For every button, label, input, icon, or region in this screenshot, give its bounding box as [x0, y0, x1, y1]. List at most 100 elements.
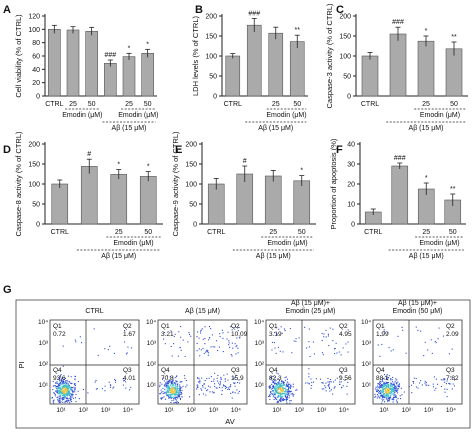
flow-dot [288, 384, 290, 386]
flow-dot [171, 392, 173, 394]
flow-dot [229, 385, 232, 387]
flow-dot [227, 388, 229, 391]
x-tick-label: CTRL [361, 101, 379, 108]
flow-dot [321, 381, 323, 384]
flow-dot [61, 390, 63, 392]
flow-dot [66, 380, 69, 382]
flow-dot [275, 352, 277, 354]
flow-dot [67, 386, 69, 388]
y-tick-label: 150 [28, 162, 40, 169]
flow-dot [285, 383, 288, 385]
flow-dot [174, 401, 176, 403]
flow-dot [56, 382, 58, 385]
flow-dot [55, 390, 57, 392]
flow-dot [383, 386, 385, 388]
flow-dot [377, 383, 379, 385]
flow-dot [274, 376, 276, 379]
flow-dot [332, 393, 334, 395]
flow-dot [379, 355, 381, 357]
flow-dot [60, 398, 62, 400]
flow-dot [77, 381, 79, 383]
flow-dot [70, 383, 72, 385]
flow-dot [278, 391, 280, 393]
flow-dot [170, 394, 172, 396]
flow-dot [381, 394, 383, 396]
flow-dot [71, 388, 73, 390]
flow-dot [219, 380, 221, 382]
group-label: Emodin (μM) [118, 112, 158, 119]
flow-dot [225, 385, 227, 388]
flow-dot [186, 384, 188, 386]
flow-dot [64, 392, 66, 394]
flow-dot [387, 399, 389, 402]
flow-dot [197, 381, 200, 383]
flow-dot [169, 397, 171, 399]
flow-dot [58, 378, 60, 380]
flow-dot [290, 393, 292, 395]
flow-dot [58, 398, 60, 400]
flow-dot [270, 377, 272, 379]
flow-dot [286, 400, 288, 402]
flow-dot [237, 392, 239, 394]
flow-dot [236, 389, 238, 391]
flow-dot [163, 338, 165, 340]
flow-dot [181, 392, 183, 394]
flow-dot [346, 385, 348, 387]
quadrant-label: Q4 [269, 367, 278, 374]
y-tick-label: 20 [32, 80, 40, 87]
flow-dot [60, 380, 62, 382]
flow-dot [385, 394, 388, 396]
flow-dot [395, 396, 397, 398]
flow-dot [214, 346, 216, 348]
flow-dot [277, 388, 279, 390]
flow-dot [287, 388, 290, 390]
flow-dot [278, 328, 280, 330]
flow-dot [270, 386, 272, 388]
flow-dot [174, 333, 176, 335]
flow-dot [275, 392, 277, 394]
flow-dot [204, 379, 206, 382]
flow-dot [384, 393, 386, 395]
flow-dot [65, 390, 67, 392]
flow-dot [180, 349, 182, 351]
flow-dot [64, 400, 66, 402]
flow-dot [57, 387, 59, 389]
flow-dot [435, 378, 437, 380]
flow-dot [79, 336, 81, 338]
flow-dot [181, 390, 183, 392]
flow-dot [289, 402, 291, 404]
flow-dot [334, 348, 336, 350]
flow-dot [329, 378, 332, 381]
flow-dot [231, 329, 233, 331]
flow-dot [178, 390, 180, 392]
flow-dot [164, 392, 166, 394]
significance-mark: ** [450, 186, 456, 193]
x-tick-label: 50 [88, 101, 96, 108]
flow-dot [286, 395, 289, 398]
flow-dot [395, 390, 397, 393]
flow-x-tick-label: 10³ [101, 407, 111, 414]
flow-dot [277, 389, 279, 391]
flow-dot [392, 376, 394, 378]
flow-dot [171, 380, 173, 382]
flow-dot [59, 388, 61, 390]
flow-dot [64, 383, 66, 385]
flow-dot [397, 388, 399, 390]
flow-dot [202, 338, 204, 340]
flow-dot [290, 385, 292, 387]
flow-dot [202, 393, 205, 395]
flow-dot [322, 354, 324, 356]
flow-dot [389, 388, 391, 390]
group-label: Emodin (μM) [267, 240, 307, 247]
flow-dot [401, 326, 403, 328]
flow-dot [60, 401, 62, 403]
flow-dot [179, 391, 181, 393]
flow-dot [273, 388, 275, 390]
flow-dot [162, 397, 164, 399]
flow-dot [181, 396, 183, 398]
flow-dot [289, 383, 291, 385]
flow-dot [334, 352, 336, 355]
y-tick-label: 150 [205, 34, 217, 41]
bar [264, 175, 282, 225]
significance-mark: ### [248, 10, 260, 17]
